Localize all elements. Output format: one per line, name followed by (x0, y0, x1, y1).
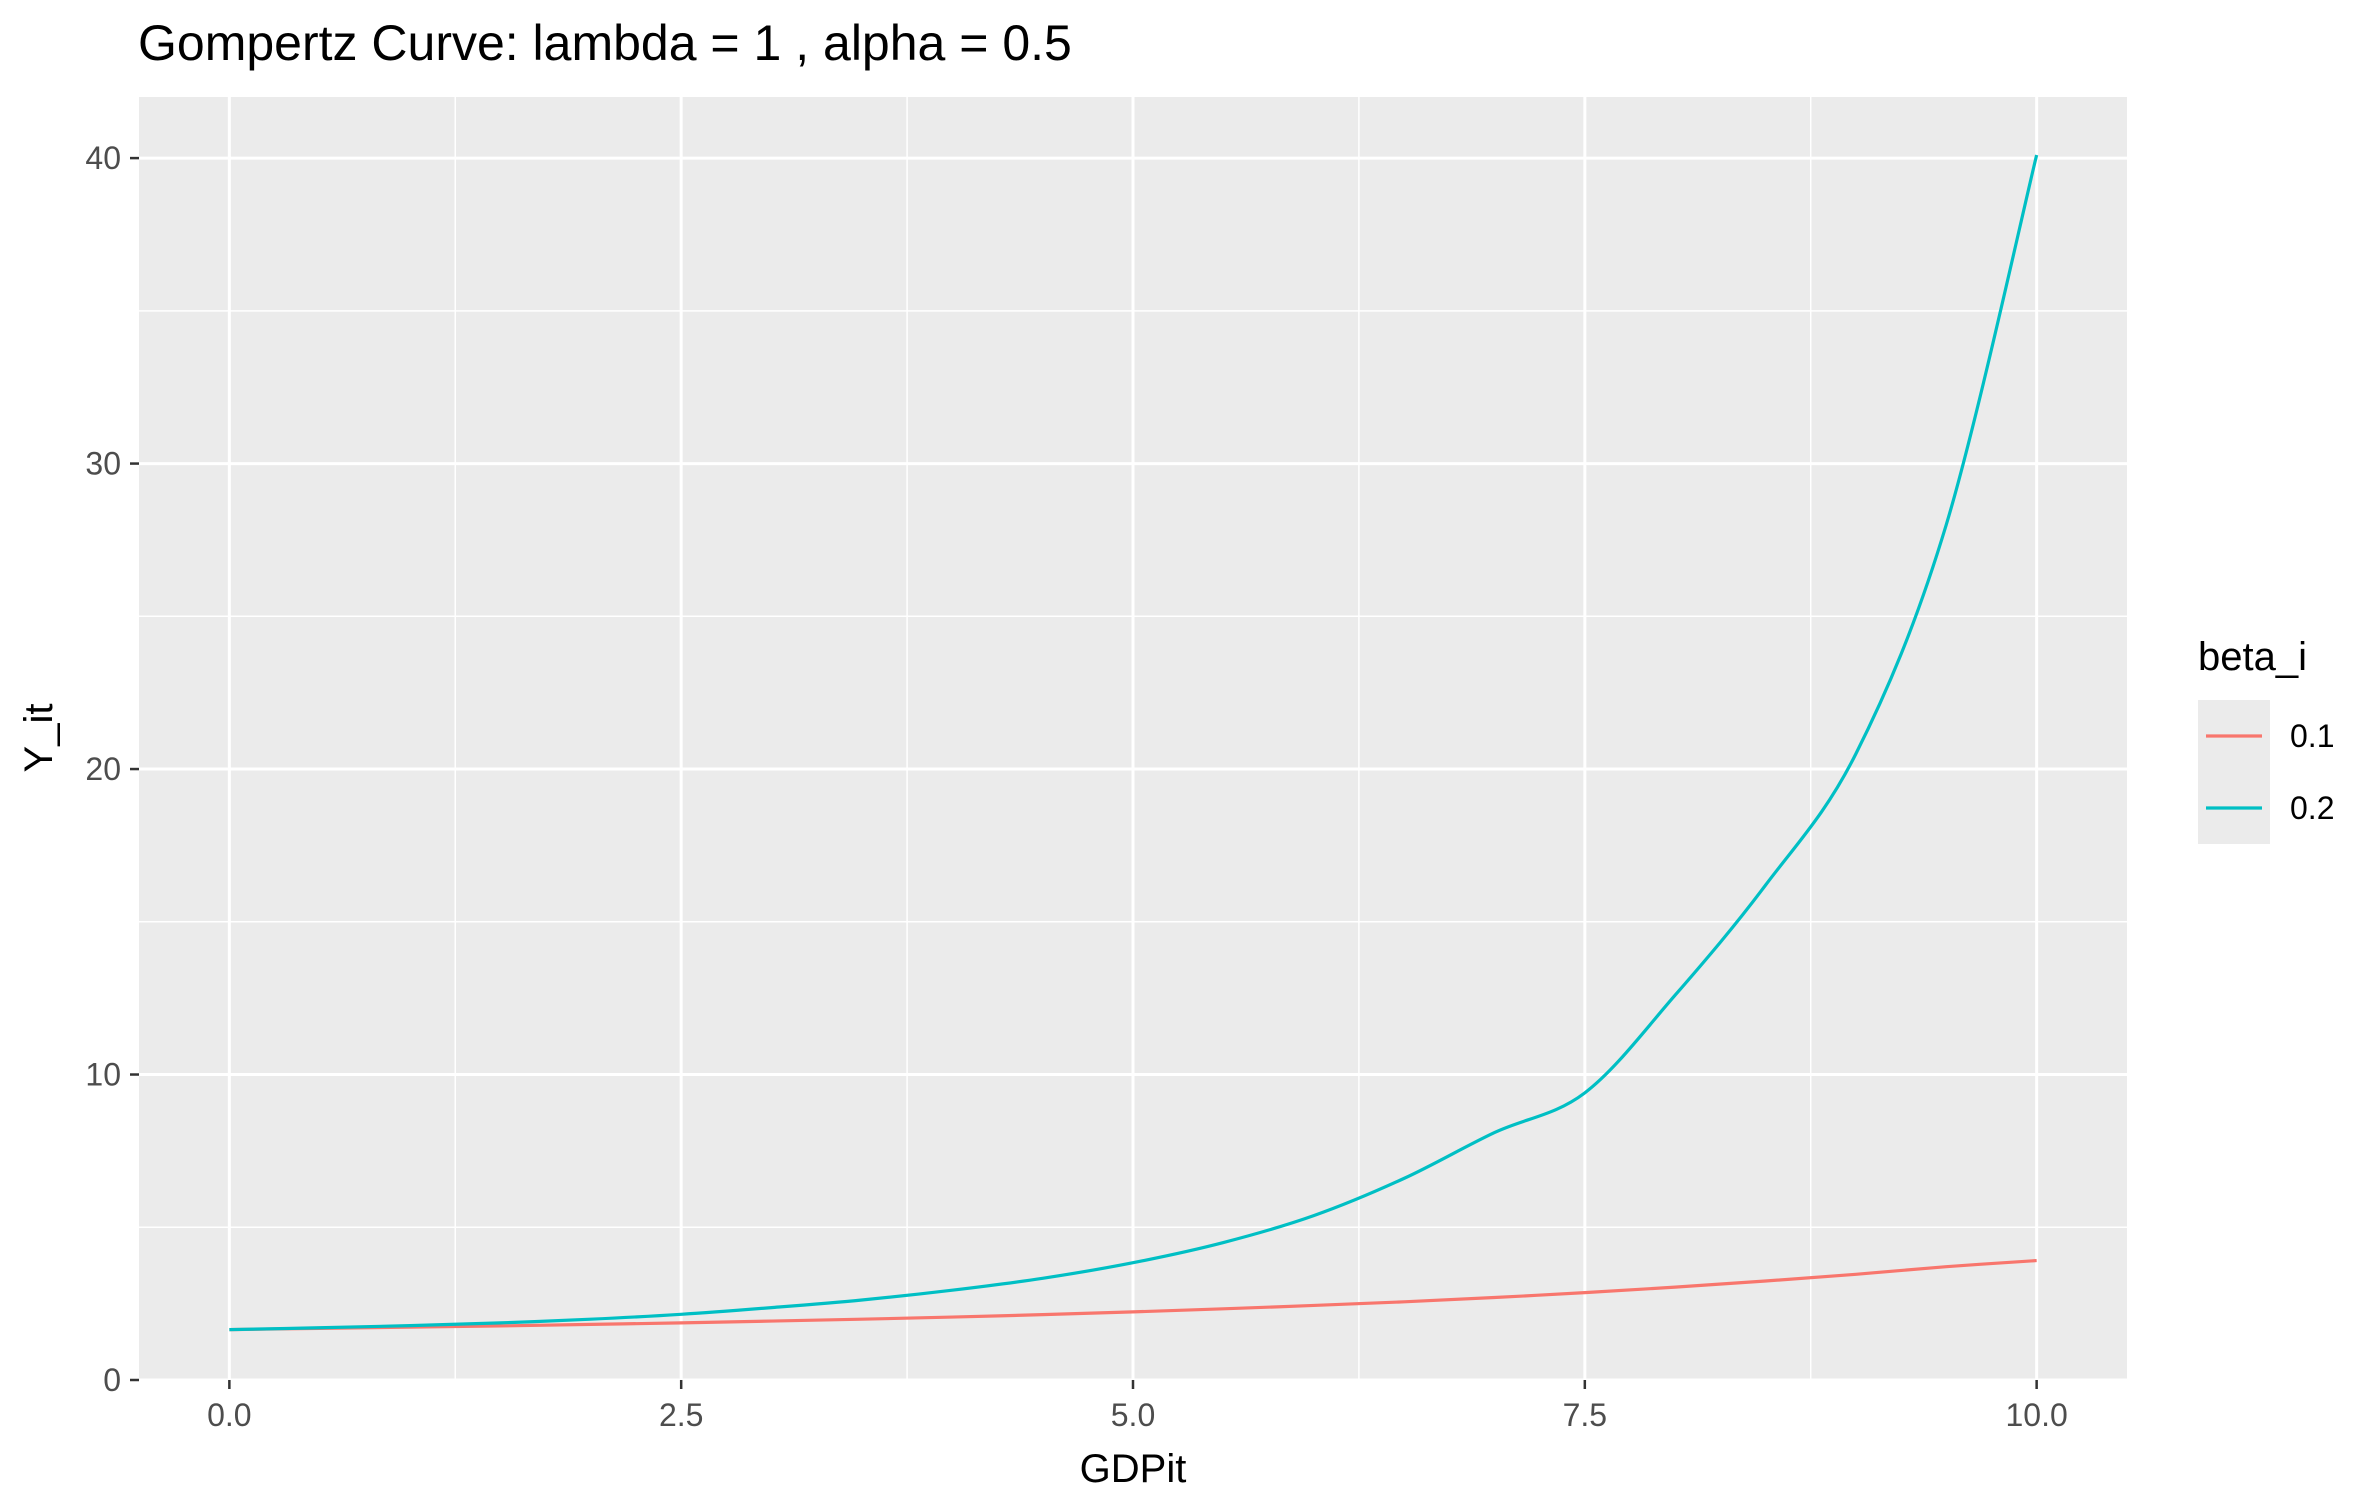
series-lines (229, 154, 2039, 1332)
x-axis-label: GDPit (1080, 1447, 1187, 1491)
x-axis-ticks: 0.0 2.5 5.0 7.5 10.0 (207, 1380, 2068, 1433)
legend-label: 0.2 (2290, 790, 2334, 826)
series-line-0-2 (229, 154, 2039, 1332)
x-tick-label: 0.0 (207, 1397, 251, 1433)
y-axis-label: Y_it (17, 704, 61, 773)
legend-title: beta_i (2198, 635, 2307, 679)
major-gridlines-x (227, 97, 2039, 1380)
series-line-0-1 (229, 1258, 2037, 1332)
x-tick-label: 2.5 (659, 1397, 703, 1433)
x-tick-label: 10.0 (2005, 1397, 2067, 1433)
legend-label: 0.1 (2290, 718, 2334, 754)
legend: beta_i 0.1 0.2 (2198, 635, 2334, 844)
major-gridlines-y (139, 156, 2127, 1382)
y-tick-label: 20 (85, 751, 121, 787)
y-tick-label: 40 (85, 140, 121, 176)
legend-items: 0.1 0.2 (2198, 700, 2334, 844)
x-tick-label: 7.5 (1563, 1397, 1607, 1433)
y-axis-ticks: 0 10 20 30 40 (85, 140, 139, 1398)
y-tick-label: 30 (85, 446, 121, 482)
y-tick-label: 0 (103, 1362, 121, 1398)
x-tick-label: 5.0 (1111, 1397, 1155, 1433)
y-tick-label: 10 (85, 1057, 121, 1093)
chart-title: Gompertz Curve: lambda = 1 , alpha = 0.5 (138, 15, 1072, 71)
